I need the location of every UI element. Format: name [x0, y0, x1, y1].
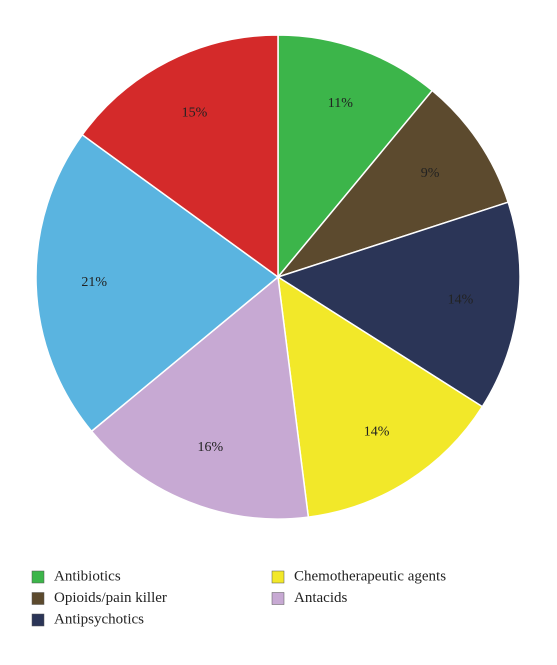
legend-swatch	[271, 592, 285, 605]
slice-label: 21%	[81, 275, 107, 290]
slice-label: 15%	[182, 105, 208, 120]
pie-slice	[277, 34, 434, 280]
legend-swatch	[31, 613, 45, 627]
pie-slice	[81, 34, 279, 279]
legend-label: Chemotherapeutic agents	[294, 568, 446, 584]
legend-label: Antibiotics	[54, 568, 121, 584]
slice-label: 9%	[421, 166, 440, 181]
pie-slice	[90, 275, 310, 520]
legend-label: Antacids	[294, 590, 347, 606]
pie-slice	[35, 133, 280, 433]
pie-slice	[276, 201, 521, 408]
slice-label: 16%	[197, 440, 223, 455]
slice-label: 14%	[448, 292, 474, 307]
legend-swatch	[271, 570, 285, 584]
pie-slice	[275, 89, 510, 279]
legend-label: Antipsychotics	[54, 611, 144, 627]
legend-swatch	[31, 592, 45, 605]
legend-swatch	[31, 570, 45, 584]
slice-label: 14%	[364, 425, 390, 440]
pie-slice	[277, 275, 484, 518]
slice-label: 11%	[328, 96, 353, 111]
legend-label: Opioids/pain killer	[54, 590, 167, 606]
